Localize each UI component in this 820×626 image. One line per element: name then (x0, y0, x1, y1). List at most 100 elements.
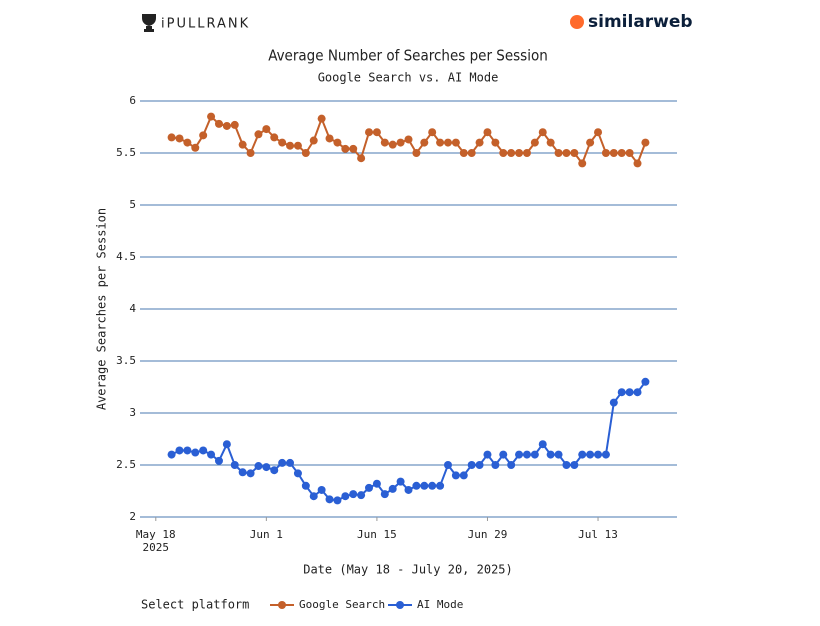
data-point (475, 461, 484, 469)
data-point (546, 450, 555, 459)
data-point (349, 490, 358, 499)
left-logo: iPULLRANK (142, 14, 248, 32)
data-point (412, 481, 421, 490)
data-point (254, 130, 263, 139)
data-point (412, 149, 421, 157)
data-point (443, 461, 452, 469)
data-point (625, 149, 634, 157)
data-point (357, 491, 366, 500)
data-point (309, 492, 318, 501)
y-tick-label: 5 (129, 198, 136, 211)
data-point (199, 446, 208, 455)
data-point (436, 138, 445, 147)
data-point (578, 450, 587, 459)
data-point (562, 149, 571, 157)
data-point (365, 128, 374, 137)
data-point (286, 458, 295, 467)
legend-title: Select platform (141, 598, 249, 612)
data-point (293, 469, 302, 478)
data-point (420, 481, 429, 490)
data-point (522, 149, 531, 157)
data-point (396, 138, 405, 147)
data-point (451, 471, 460, 480)
data-point (309, 136, 318, 145)
data-point (641, 377, 650, 386)
data-point (641, 138, 650, 147)
data-point (609, 149, 618, 157)
data-point (372, 479, 381, 488)
similarweb-icon (570, 15, 584, 29)
data-point (372, 128, 381, 137)
data-point (183, 138, 192, 147)
data-point (625, 388, 634, 397)
data-point (499, 450, 508, 459)
legend-label: AI Mode (417, 598, 463, 611)
legend-marker (396, 601, 404, 609)
data-point (609, 398, 618, 407)
data-point (293, 141, 302, 150)
data-point (262, 463, 271, 472)
data-point (278, 138, 287, 147)
data-point (507, 149, 516, 157)
data-point (207, 450, 216, 459)
data-point (341, 144, 350, 153)
data-point (214, 119, 223, 128)
data-point (388, 140, 397, 149)
legend-item[interactable]: Google Search (270, 598, 385, 611)
data-point (167, 133, 176, 142)
data-point (404, 135, 413, 144)
data-point (530, 450, 539, 459)
data-point (633, 388, 642, 397)
data-point (183, 446, 192, 455)
data-point (246, 469, 255, 478)
data-point (333, 496, 342, 505)
legend-label: Google Search (299, 598, 385, 611)
data-point (214, 456, 223, 465)
data-point (436, 481, 445, 490)
data-point (451, 138, 460, 147)
data-point (222, 121, 231, 130)
data-point (246, 149, 255, 157)
legend-item[interactable]: AI Mode (388, 598, 463, 611)
data-point (570, 149, 579, 157)
data-point (428, 481, 437, 490)
data-point (404, 485, 413, 494)
y-tick-label: 2.5 (116, 458, 136, 471)
data-point (301, 149, 310, 157)
data-point (199, 131, 208, 140)
data-point (325, 134, 334, 143)
data-point (388, 484, 397, 493)
data-point (459, 149, 468, 157)
data-point (175, 446, 184, 455)
data-point (317, 114, 326, 123)
y-axis-label: Average Searches per Session (95, 208, 109, 410)
data-point (601, 450, 610, 459)
data-point (491, 138, 500, 147)
data-point (191, 448, 200, 457)
data-point (341, 492, 350, 501)
data-point (357, 154, 366, 163)
data-point (254, 462, 263, 471)
data-point (467, 461, 476, 469)
x-tick-label: Jun 1 (250, 528, 283, 541)
data-point (262, 125, 271, 134)
data-point (167, 450, 176, 459)
x-axis-label: Date (May 18 - July 20, 2025) (303, 563, 513, 577)
data-point (499, 149, 508, 157)
data-point (278, 458, 287, 467)
right-logo-text: similarweb (588, 12, 693, 32)
data-point (349, 144, 358, 153)
data-point (380, 490, 389, 499)
data-point (538, 128, 547, 137)
data-point (317, 485, 326, 494)
data-point (617, 149, 626, 157)
data-point (230, 461, 239, 469)
data-point (522, 450, 531, 459)
y-tick-label: 3 (129, 406, 136, 419)
data-point (467, 149, 476, 157)
data-point (546, 138, 555, 147)
data-point (491, 461, 500, 469)
data-point (301, 481, 310, 490)
x-tick-label: Jul 13 (578, 528, 618, 541)
